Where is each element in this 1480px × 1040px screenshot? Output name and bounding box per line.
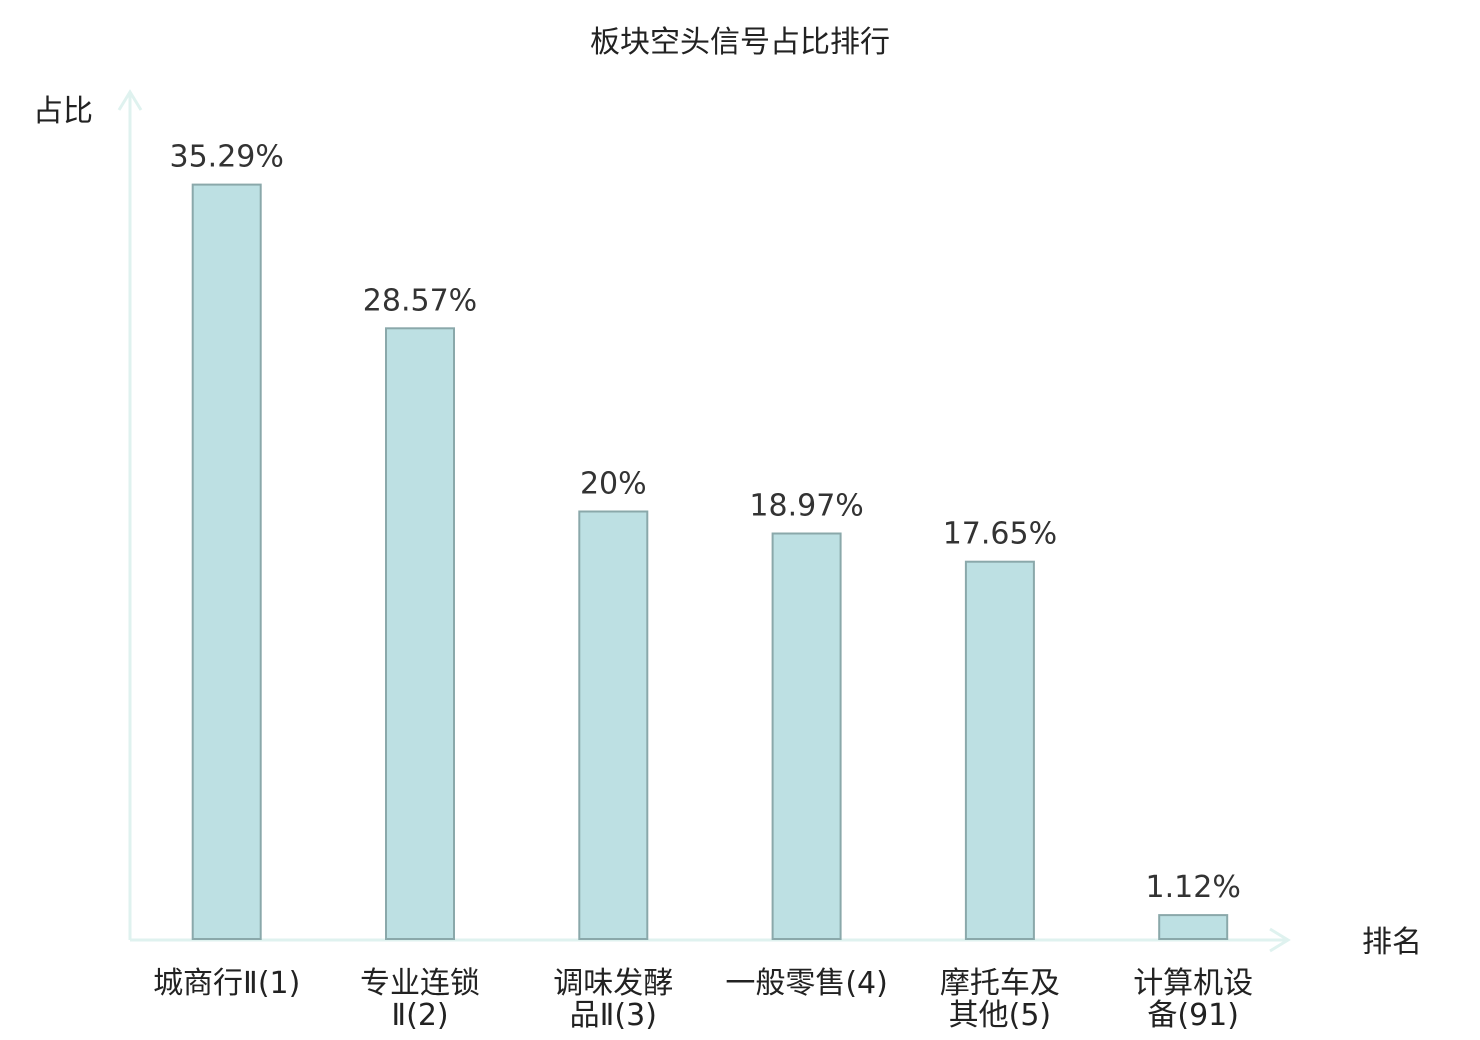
x-axis-title: 排名 [1362, 925, 1422, 960]
bar-value-label: 35.29% [170, 140, 284, 175]
y-axis-arrow [117, 89, 143, 111]
x-axis-arrow [1269, 927, 1291, 953]
category-tick-label: 一般零售(4) [725, 966, 888, 1001]
bar-value-label: 18.97% [749, 489, 863, 524]
category-tick-label: 备(91) [1147, 998, 1239, 1033]
bars-group [191, 183, 1229, 941]
bar-value-label: 17.65% [943, 517, 1057, 552]
bar-value-label: 20% [580, 467, 647, 502]
category-tick-label: 城商行Ⅱ(1) [153, 966, 300, 1001]
category-tick-label: 专业连锁 [360, 966, 480, 1001]
chart-title: 板块空头信号占比排行 [590, 25, 890, 60]
value-labels-group: 35.29% 28.57% 20% 18.97% 17.65% 1.12% [170, 140, 1241, 905]
bar [191, 183, 262, 941]
category-tick-label: 品Ⅱ(3) [570, 998, 657, 1033]
bar [578, 510, 649, 940]
y-axis-title: 占比 [33, 94, 93, 129]
bar-value-label: 1.12% [1146, 870, 1241, 905]
category-tick-label: Ⅱ(2) [391, 998, 448, 1033]
bar [1158, 914, 1229, 940]
category-tick-label: 摩托车及 [940, 966, 1060, 1001]
bar [964, 560, 1035, 940]
bar [385, 327, 455, 940]
category-tick-label: 其他(5) [949, 998, 1052, 1033]
bar [771, 532, 842, 940]
category-tick-label: 计算机设 [1133, 966, 1253, 1001]
bar-value-label: 28.57% [363, 283, 477, 318]
category-tick-label: 调味发酵 [553, 966, 673, 1001]
